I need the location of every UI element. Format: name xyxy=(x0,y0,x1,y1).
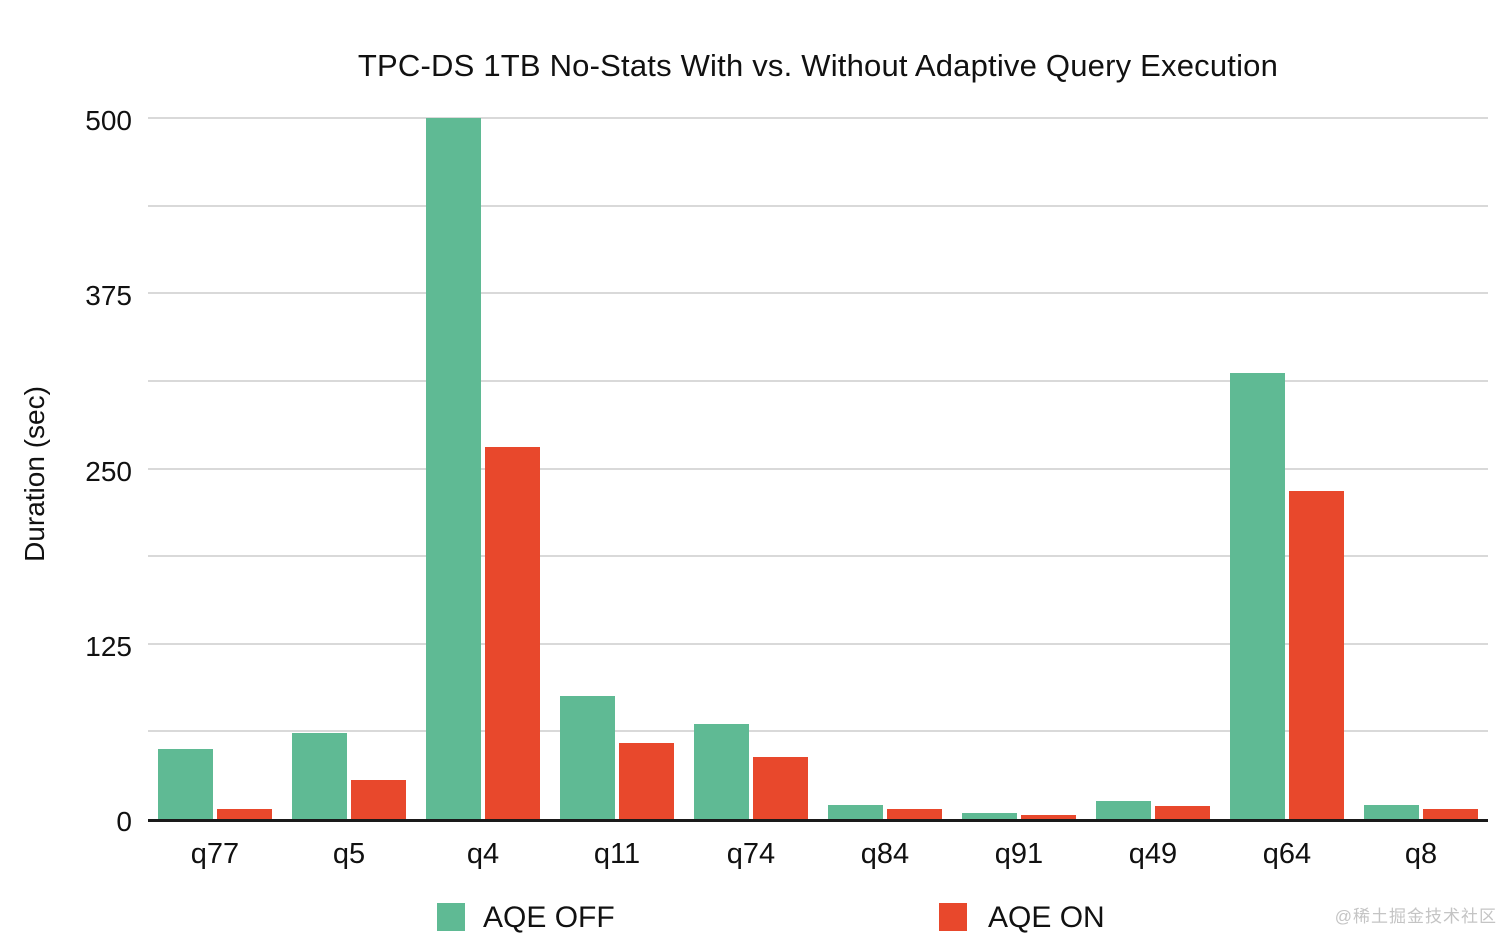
x-tick-label-q74: q74 xyxy=(726,838,776,870)
y-tick-label: 375 xyxy=(85,280,132,312)
bar-aqe-off-q91 xyxy=(962,813,1017,819)
y-tick-label: 125 xyxy=(85,630,132,662)
x-tick-label-q49: q49 xyxy=(1128,838,1178,870)
gridline xyxy=(148,204,1488,207)
bar-aqe-on-q11 xyxy=(619,743,674,819)
bar-aqe-off-q84 xyxy=(828,804,883,819)
bar-aqe-off-q8 xyxy=(1364,804,1419,819)
y-tick-label: 0 xyxy=(116,806,132,837)
bar-aqe-on-q77 xyxy=(217,809,272,819)
gridline xyxy=(148,379,1488,382)
gridline xyxy=(148,555,1488,558)
x-tick-label-q4: q4 xyxy=(466,838,500,870)
bar-aqe-on-q91 xyxy=(1021,814,1076,819)
bar-aqe-on-q8 xyxy=(1423,809,1478,819)
bar-aqe-on-q74 xyxy=(753,757,808,819)
x-tick-label-q64: q64 xyxy=(1262,838,1312,870)
legend-label-aqe-on: AQE ON xyxy=(988,901,1105,934)
gridline xyxy=(148,642,1488,645)
x-tick-label-q91: q91 xyxy=(994,838,1044,870)
legend-swatch-aqe-off xyxy=(437,903,465,931)
gridline xyxy=(148,467,1488,470)
x-tick-label-q11: q11 xyxy=(593,838,641,870)
bar-aqe-on-q5 xyxy=(351,779,406,819)
gridline xyxy=(148,292,1488,295)
bar-aqe-off-q5 xyxy=(292,733,347,819)
bar-aqe-on-q49 xyxy=(1155,806,1210,819)
bar-aqe-on-q84 xyxy=(887,809,942,819)
watermark: @稀土掘金技术社区 xyxy=(1334,907,1497,926)
x-tick-label-q8: q8 xyxy=(1404,838,1438,870)
x-tick-label-q77: q77 xyxy=(190,838,240,870)
x-tick-label-q5: q5 xyxy=(332,838,366,870)
plot-area xyxy=(148,117,1488,822)
bar-aqe-off-q64 xyxy=(1230,373,1285,819)
bar-aqe-off-q77 xyxy=(158,748,213,819)
y-tick-label: 500 xyxy=(85,105,132,136)
y-tick-label: 250 xyxy=(85,455,132,487)
x-tick-label-q84: q84 xyxy=(860,838,910,870)
chart-title: TPC-DS 1TB No-Stats With vs. Without Ada… xyxy=(357,48,1279,83)
bar-aqe-off-q4 xyxy=(426,118,481,819)
bar-aqe-off-q49 xyxy=(1096,800,1151,819)
bar-aqe-on-q4 xyxy=(485,447,540,819)
gridline xyxy=(148,730,1488,733)
bar-aqe-on-q64 xyxy=(1289,490,1344,819)
legend-swatch-aqe-on xyxy=(939,903,967,931)
gridline xyxy=(148,117,1488,119)
legend-label-aqe-off: AQE OFF xyxy=(483,901,615,934)
bar-aqe-off-q74 xyxy=(694,723,749,819)
bar-aqe-off-q11 xyxy=(560,695,615,819)
